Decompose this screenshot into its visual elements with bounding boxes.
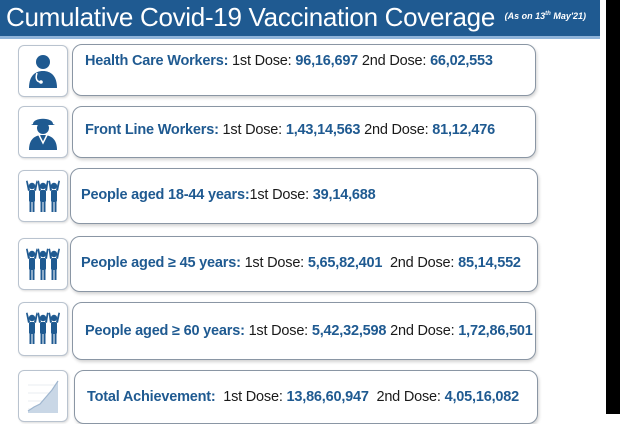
row-line: People aged 18-44 years:1st Dose: 39,14,… bbox=[81, 187, 376, 203]
dose1-value: 5,65,82,401 bbox=[307, 255, 383, 271]
dose1-label: 1st Dose: bbox=[248, 323, 309, 339]
dose1-label: 1st Dose: bbox=[244, 255, 305, 271]
dose2-label: 2nd Dose: bbox=[361, 53, 427, 69]
dose2-label: 2nd Dose: bbox=[390, 323, 455, 339]
front-line-worker-icon bbox=[18, 106, 68, 158]
row-line: Health Care Workers: 1st Dose: 96,16,697… bbox=[85, 53, 493, 69]
row-category: People aged ≥ 60 years: bbox=[85, 323, 245, 339]
dose2-label: 2nd Dose: bbox=[376, 389, 441, 405]
people-group-icon bbox=[18, 238, 68, 290]
header-banner: Cumulative Covid-19 Vaccination Coverage… bbox=[0, 0, 600, 39]
dose2-value: 81,12,476 bbox=[432, 122, 495, 138]
people-18-44-card: People aged 18-44 years:1st Dose: 39,14,… bbox=[70, 168, 538, 224]
dose2-label: 2nd Dose: bbox=[364, 122, 429, 138]
row-category: Health Care Workers: bbox=[85, 53, 229, 69]
dose1-value: 96,16,697 bbox=[295, 53, 359, 69]
people-45-plus-card: People aged ≥ 45 years: 1st Dose: 5,65,8… bbox=[70, 236, 538, 292]
total-achievement-card: Total Achievement: 1st Dose: 13,86,60,94… bbox=[74, 370, 538, 424]
row-line: Front Line Workers: 1st Dose: 1,43,14,56… bbox=[85, 122, 495, 138]
as-on-prefix: (As on 13 bbox=[504, 11, 546, 21]
health-care-workers-card: Health Care Workers: 1st Dose: 96,16,697… bbox=[72, 44, 536, 96]
dose2-value: 4,05,16,082 bbox=[444, 389, 520, 405]
dose1-value: 1,43,14,563 bbox=[285, 122, 361, 138]
dose1-value: 5,42,32,598 bbox=[311, 323, 387, 339]
dose1-label: 1st Dose: bbox=[223, 389, 283, 405]
row-category: People aged ≥ 45 years: bbox=[81, 255, 241, 271]
dose1-label: 1st Dose: bbox=[222, 122, 283, 138]
as-on-date: (As on 13th May'21) bbox=[505, 11, 586, 21]
dose1-value: 13,86,60,947 bbox=[286, 389, 369, 405]
people-group-icon bbox=[18, 302, 68, 356]
dose1-value: 39,14,688 bbox=[312, 187, 376, 203]
right-edge-bar bbox=[606, 0, 620, 414]
front-line-workers-card: Front Line Workers: 1st Dose: 1,43,14,56… bbox=[72, 106, 536, 158]
row-category: Total Achievement: bbox=[87, 389, 216, 405]
row-category: Front Line Workers: bbox=[85, 122, 219, 138]
row-line: People aged ≥ 45 years: 1st Dose: 5,65,8… bbox=[81, 255, 521, 271]
as-on-superscript: th bbox=[545, 11, 551, 17]
dose1-label: 1st Dose: bbox=[249, 187, 310, 203]
health-worker-icon bbox=[18, 45, 68, 97]
row-line: Total Achievement: 1st Dose: 13,86,60,94… bbox=[87, 389, 519, 405]
dose2-value: 66,02,553 bbox=[430, 53, 493, 69]
people-group-icon bbox=[18, 170, 68, 222]
page-title: Cumulative Covid-19 Vaccination Coverage bbox=[6, 2, 495, 32]
people-60-plus-card: People aged ≥ 60 years: 1st Dose: 5,42,3… bbox=[72, 302, 536, 360]
growth-chart-icon bbox=[18, 370, 68, 422]
dose1-label: 1st Dose: bbox=[232, 53, 292, 69]
dose2-value: 1,72,86,501 bbox=[458, 323, 533, 339]
row-category: People aged 18-44 years: bbox=[81, 187, 250, 203]
dose2-label: 2nd Dose: bbox=[389, 255, 455, 271]
as-on-suffix: May'21) bbox=[550, 11, 586, 21]
row-line: People aged ≥ 60 years: 1st Dose: 5,42,3… bbox=[85, 323, 533, 339]
dose2-value: 85,14,552 bbox=[458, 255, 521, 271]
